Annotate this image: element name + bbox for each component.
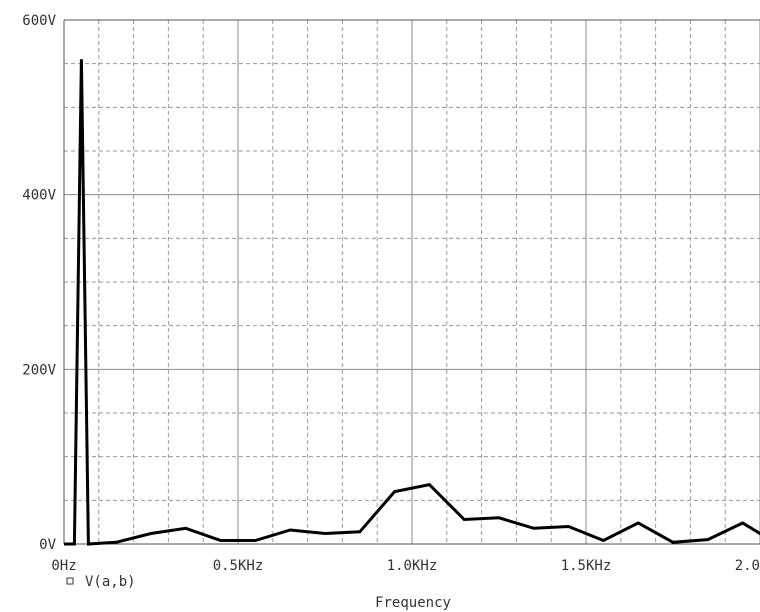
series-layer: [64, 59, 760, 546]
y-tick-labels: 0V 200V 400V 600V: [22, 13, 56, 553]
minor-grid: [64, 20, 760, 544]
legend: V(a,b): [66, 574, 136, 590]
x-tick-label: 2.0KHz: [735, 558, 760, 574]
series-line: [64, 59, 760, 546]
x-tick-labels: 0Hz 0.5KHz 1.0KHz 1.5KHz 2.0KHz: [51, 558, 760, 574]
x-tick-label: 0Hz: [51, 558, 76, 574]
y-tick-label: 0V: [39, 537, 56, 553]
x-tick-label: 1.0KHz: [387, 558, 438, 574]
x-tick-label: 1.5KHz: [561, 558, 612, 574]
y-tick-label: 200V: [22, 362, 56, 378]
y-tick-label: 400V: [22, 188, 56, 204]
major-grid: [64, 20, 760, 544]
legend-label: V(a,b): [85, 574, 136, 590]
y-tick-label: 600V: [22, 13, 56, 29]
x-tick-label: 0.5KHz: [213, 558, 264, 574]
legend-marker: [66, 577, 74, 585]
axes: [63, 19, 760, 545]
x-axis-title: Frequency: [375, 595, 451, 611]
